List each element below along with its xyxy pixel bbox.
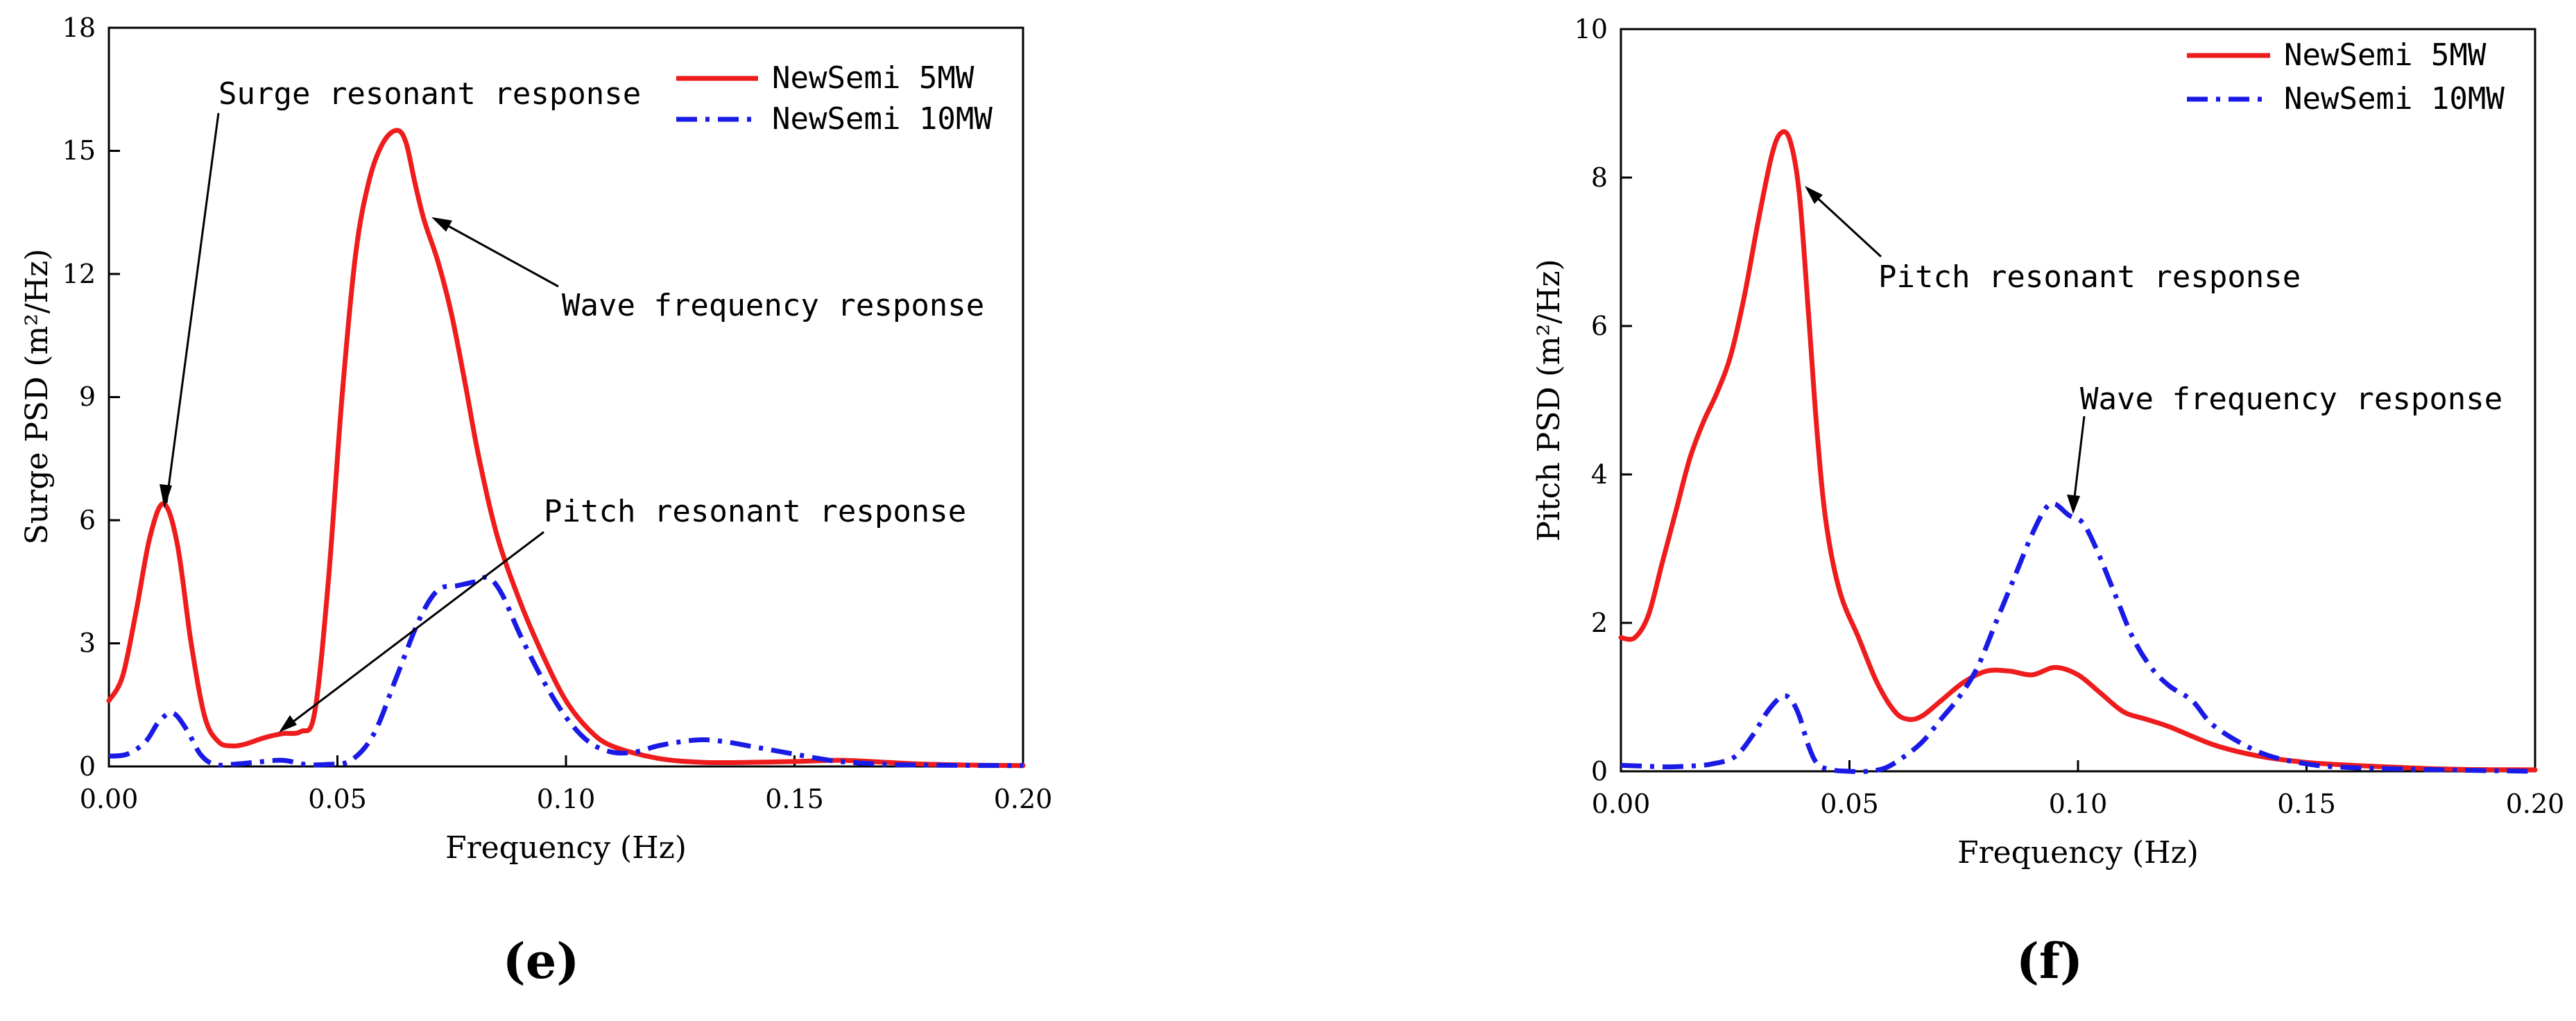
y-tick-labels-f: 0 2 4 6 8 10: [1574, 14, 1608, 787]
arrowhead-surge-resonant-e: [160, 484, 172, 508]
panel-f: 0.00 0.05 0.10 0.15 0.20 0 2 4 6 8 10 Fr…: [1531, 14, 2564, 990]
y-axis-title-f: Pitch PSD (m²/Hz): [1531, 259, 1567, 541]
y-tick-label-e-4: 12: [62, 259, 96, 289]
arrow-line-wave-frequency-f: [2072, 415, 2086, 504]
y-tick-label-f-1: 2: [1591, 608, 1608, 638]
legend-label-5mw-f: NewSemi 5MW: [2284, 37, 2487, 73]
legend-e: NewSemi 5MW NewSemi 10MW: [676, 60, 993, 137]
plot-frame-e: [108, 26, 1024, 768]
y-tick-label-e-6: 18: [62, 12, 96, 43]
y-tick-label-e-3: 9: [79, 381, 96, 412]
y-tick-label-e-1: 3: [79, 628, 96, 658]
arrowhead-pitch-resonant-e: [279, 715, 297, 732]
y-tick-labels-e: 0 3 6 9 12 15 18: [62, 12, 96, 782]
legend-f: NewSemi 5MW NewSemi 10MW: [2187, 37, 2505, 117]
y-tick-label-f-4: 8: [1591, 162, 1608, 193]
panel-label-f: (f): [2016, 932, 2083, 990]
y-tick-label-e-5: 15: [62, 135, 96, 166]
x-tick-label-e-0: 0.00: [80, 784, 139, 814]
x-tick-label-e-2: 0.10: [537, 784, 596, 814]
panel-e: 0.00 0.05 0.10 0.15 0.20 0 3 6 9 12 15 1…: [19, 12, 1052, 990]
arrowhead-wave-frequency-f: [2067, 495, 2080, 514]
x-tick-label-e-4: 0.20: [994, 784, 1053, 814]
legend-label-5mw-e: NewSemi 5MW: [772, 60, 974, 96]
arrow-line-surge-resonant-e: [165, 112, 220, 504]
annotations-f: Pitch resonant response Wave frequency r…: [1805, 186, 2502, 514]
x-axis-title-f: Frequency (Hz): [1957, 835, 2199, 870]
x-tick-labels-f: 0.00 0.05 0.10 0.15 0.20: [1592, 789, 2565, 819]
x-tick-label-f-4: 0.20: [2506, 789, 2565, 819]
legend-label-10mw-f: NewSemi 10MW: [2284, 81, 2505, 117]
annotation-wave-frequency-f: Wave frequency response: [2080, 381, 2502, 417]
y-tick-label-f-3: 6: [1591, 311, 1608, 341]
x-tick-label-f-3: 0.15: [2277, 789, 2336, 819]
series-line-10mw-f: [1620, 501, 2536, 775]
x-tick-label-e-3: 0.15: [765, 784, 824, 814]
x-tick-label-f-2: 0.10: [2049, 789, 2108, 819]
annotation-pitch-resonant-e: Pitch resonant response: [544, 494, 966, 529]
arrow-line-pitch-resonant-e: [284, 531, 544, 730]
series-line-5mw-f: [1618, 129, 2538, 773]
panel-label-e: (e): [503, 932, 580, 990]
y-tick-label-f-5: 10: [1574, 14, 1608, 44]
legend-label-10mw-e: NewSemi 10MW: [772, 101, 993, 137]
arrow-line-pitch-resonant-f: [1809, 190, 1882, 258]
arrowhead-pitch-resonant-f: [1805, 186, 1823, 204]
y-ticks-e: [109, 26, 120, 768]
annotation-wave-frequency-e: Wave frequency response: [562, 288, 984, 323]
y-axis-title-e: Surge PSD (m²/Hz): [19, 249, 55, 545]
series-line-5mw-e: [106, 128, 1026, 769]
arrowhead-wave-frequency-e: [431, 217, 452, 232]
x-tick-label-e-1: 0.05: [308, 784, 367, 814]
x-tick-label-f-1: 0.05: [1820, 789, 1879, 819]
annotations-e: Surge resonant response Wave frequency r…: [160, 76, 984, 732]
x-axis-title-e: Frequency (Hz): [445, 830, 687, 866]
y-tick-label-e-0: 0: [79, 751, 96, 782]
annotation-surge-resonant-e: Surge resonant response: [218, 76, 641, 112]
y-ticks-f: [1621, 28, 1632, 773]
x-tick-label-f-0: 0.00: [1592, 789, 1651, 819]
series-line-10mw-e: [108, 574, 1024, 769]
annotation-pitch-resonant-f: Pitch resonant response: [1878, 259, 2301, 295]
arrow-line-wave-frequency-e: [438, 219, 559, 288]
y-tick-label-f-2: 4: [1591, 459, 1608, 490]
x-tick-labels-e: 0.00 0.05 0.10 0.15 0.20: [80, 784, 1053, 814]
y-tick-label-e-2: 6: [79, 505, 96, 535]
y-tick-label-f-0: 0: [1591, 756, 1608, 787]
